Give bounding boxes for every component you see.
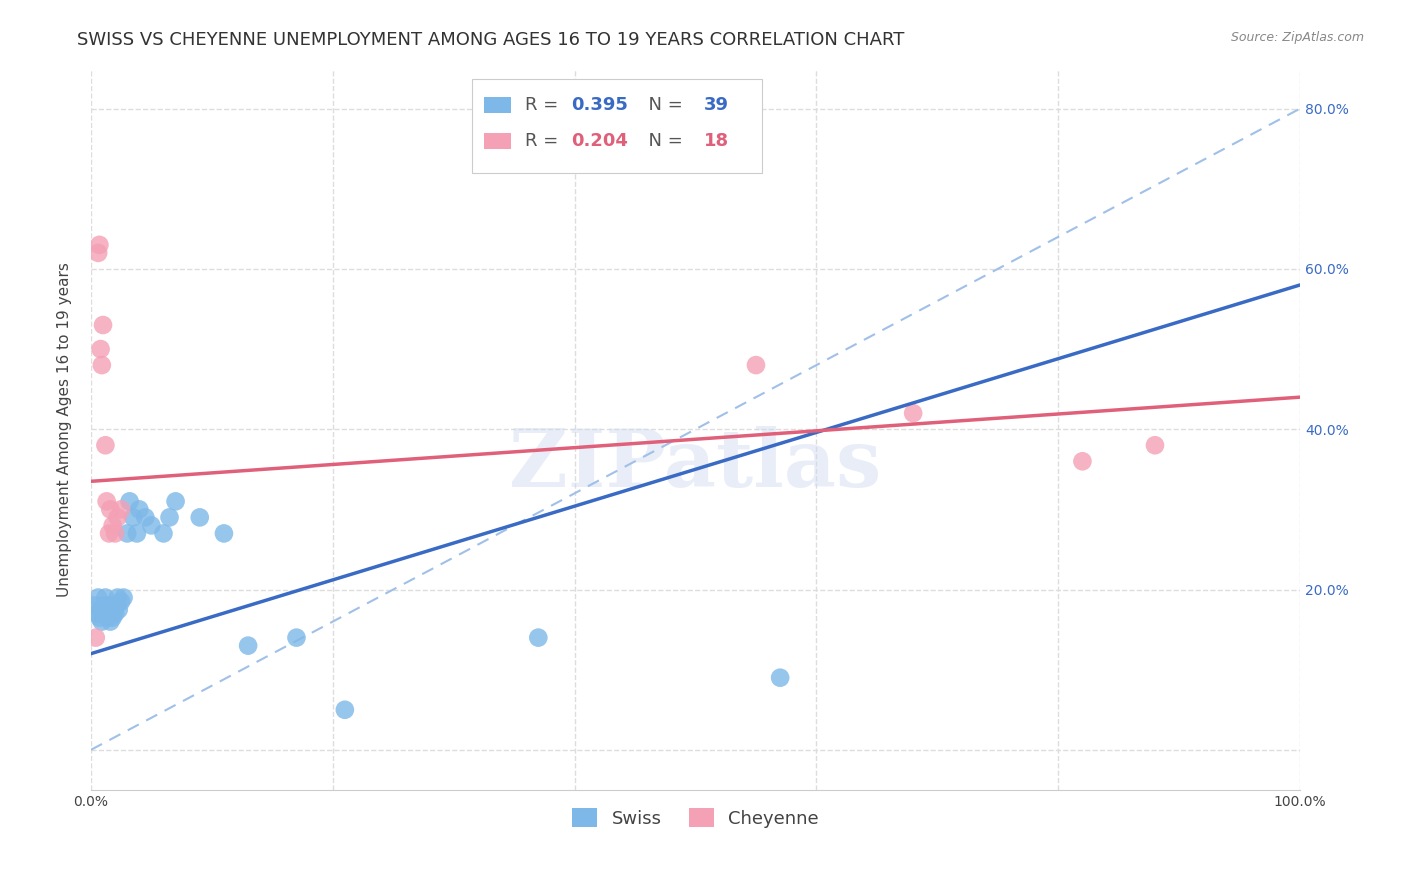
Point <box>101 518 124 533</box>
Point <box>236 639 259 653</box>
Point <box>98 502 121 516</box>
Point <box>104 526 127 541</box>
Point <box>98 599 121 613</box>
Point <box>93 599 115 613</box>
Text: 0.395: 0.395 <box>571 95 628 113</box>
Point <box>90 358 112 372</box>
Point <box>101 610 124 624</box>
Point <box>125 526 148 541</box>
Point <box>91 318 114 332</box>
Point <box>107 591 129 605</box>
Point <box>96 494 118 508</box>
Point <box>94 591 117 605</box>
Text: N =: N = <box>637 95 689 113</box>
Text: Source: ZipAtlas.com: Source: ZipAtlas.com <box>1230 31 1364 45</box>
Text: R =: R = <box>524 95 564 113</box>
Point <box>112 591 135 605</box>
Point <box>901 406 924 420</box>
Point <box>89 238 111 252</box>
Point <box>527 631 550 645</box>
Text: N =: N = <box>637 132 689 150</box>
Point <box>118 494 141 508</box>
Point <box>91 607 114 621</box>
Point <box>159 510 181 524</box>
Point <box>90 615 112 629</box>
Point <box>100 602 122 616</box>
Text: ZIPatlas: ZIPatlas <box>509 426 882 504</box>
Point <box>90 342 112 356</box>
Point <box>86 607 108 621</box>
Point <box>103 602 125 616</box>
Point <box>107 510 129 524</box>
Point <box>122 510 145 524</box>
Point <box>1143 438 1166 452</box>
Point <box>745 358 768 372</box>
Point <box>98 615 121 629</box>
Point <box>128 502 150 516</box>
Point <box>333 703 356 717</box>
Point <box>110 594 132 608</box>
Point <box>1071 454 1094 468</box>
Point <box>165 494 187 508</box>
Point <box>212 526 235 541</box>
Point <box>105 599 128 613</box>
FancyBboxPatch shape <box>484 133 510 149</box>
Y-axis label: Unemployment Among Ages 16 to 19 years: Unemployment Among Ages 16 to 19 years <box>58 261 72 597</box>
Point <box>83 599 105 613</box>
Point <box>152 526 174 541</box>
Point <box>141 518 163 533</box>
Point <box>107 602 129 616</box>
Text: R =: R = <box>524 132 564 150</box>
Text: SWISS VS CHEYENNE UNEMPLOYMENT AMONG AGES 16 TO 19 YEARS CORRELATION CHART: SWISS VS CHEYENNE UNEMPLOYMENT AMONG AGE… <box>77 31 904 49</box>
Point <box>89 610 111 624</box>
Point <box>98 526 121 541</box>
Point <box>188 510 211 524</box>
Text: 0.204: 0.204 <box>571 132 628 150</box>
Legend: Swiss, Cheyenne: Swiss, Cheyenne <box>565 801 827 835</box>
Point <box>94 438 117 452</box>
Point <box>84 631 107 645</box>
Point <box>285 631 308 645</box>
Point <box>90 602 112 616</box>
FancyBboxPatch shape <box>472 79 762 173</box>
Point <box>104 607 127 621</box>
Point <box>115 526 138 541</box>
Point <box>97 610 120 624</box>
Text: 18: 18 <box>704 132 730 150</box>
Point <box>87 591 110 605</box>
Point <box>769 671 792 685</box>
Point <box>96 602 118 616</box>
FancyBboxPatch shape <box>484 96 510 112</box>
Point <box>87 245 110 260</box>
Point <box>134 510 156 524</box>
Text: 39: 39 <box>704 95 728 113</box>
Point <box>110 502 132 516</box>
